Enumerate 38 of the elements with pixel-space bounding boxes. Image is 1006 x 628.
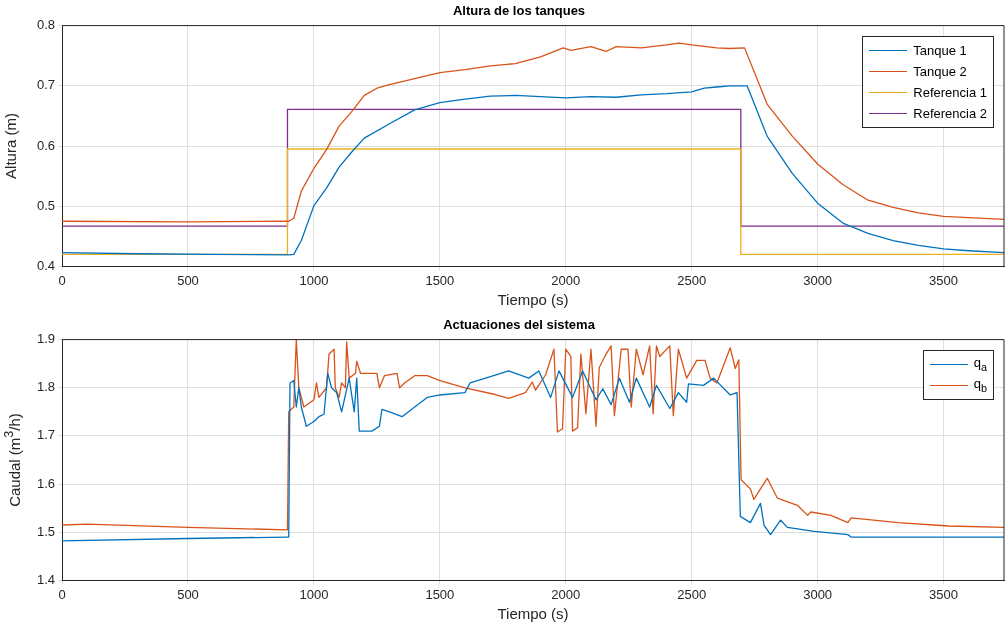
x-tick-label: 2500 [677, 272, 707, 288]
y-tick-label: 1.4 [36, 571, 56, 587]
x-tick-label: 1500 [425, 586, 455, 602]
x-tick-label: 1000 [299, 586, 329, 602]
y-tick-label: 1.8 [36, 379, 56, 395]
x-tick-label: 500 [177, 272, 199, 288]
chart-title: Altura de los tanques [452, 3, 586, 19]
x-tick-label: 1500 [425, 272, 455, 288]
x-tick-label: 500 [177, 586, 199, 602]
chart-title: Actuaciones del sistema [443, 317, 596, 333]
x-tick-label: 2500 [677, 586, 707, 602]
y-tick-label: 0.6 [36, 137, 56, 153]
x-tick-label: 0 [58, 586, 66, 602]
x-tick-label: 3500 [929, 586, 959, 602]
y-tick-label: 0.7 [36, 77, 56, 93]
x-tick-label: 1000 [299, 272, 329, 288]
x-tick-label: 3000 [803, 586, 833, 602]
legend-label: q$_{b}$ [973, 376, 987, 394]
y-tick-label: 1.5 [36, 523, 56, 539]
y-tick-label: 0.5 [36, 197, 56, 213]
x-axis-title: Tiempo (s) [497, 605, 569, 623]
y-tick-label: 0.4 [36, 257, 56, 273]
x-tick-label: 0 [58, 272, 66, 288]
x-tick-label: 3500 [929, 272, 959, 288]
legend-label: Referencia 2 [913, 105, 987, 121]
x-tick-label: 2000 [551, 586, 581, 602]
x-axis-title: Tiempo (s) [497, 291, 569, 309]
legend-label: Referencia 1 [913, 84, 987, 100]
legend-label: Tanque 1 [913, 42, 967, 58]
legend-label: Tanque 2 [913, 63, 967, 79]
x-tick-label: 2000 [551, 272, 581, 288]
y-axis-title: Altura (m) [2, 113, 19, 179]
x-tick-label: 3000 [803, 272, 833, 288]
legend-label: q$_{a}$ [973, 355, 987, 373]
y-tick-label: 1.9 [36, 331, 56, 347]
y-tick-label: 1.7 [36, 427, 56, 443]
y-tick-label: 0.8 [36, 17, 56, 33]
y-tick-label: 1.6 [36, 475, 56, 491]
